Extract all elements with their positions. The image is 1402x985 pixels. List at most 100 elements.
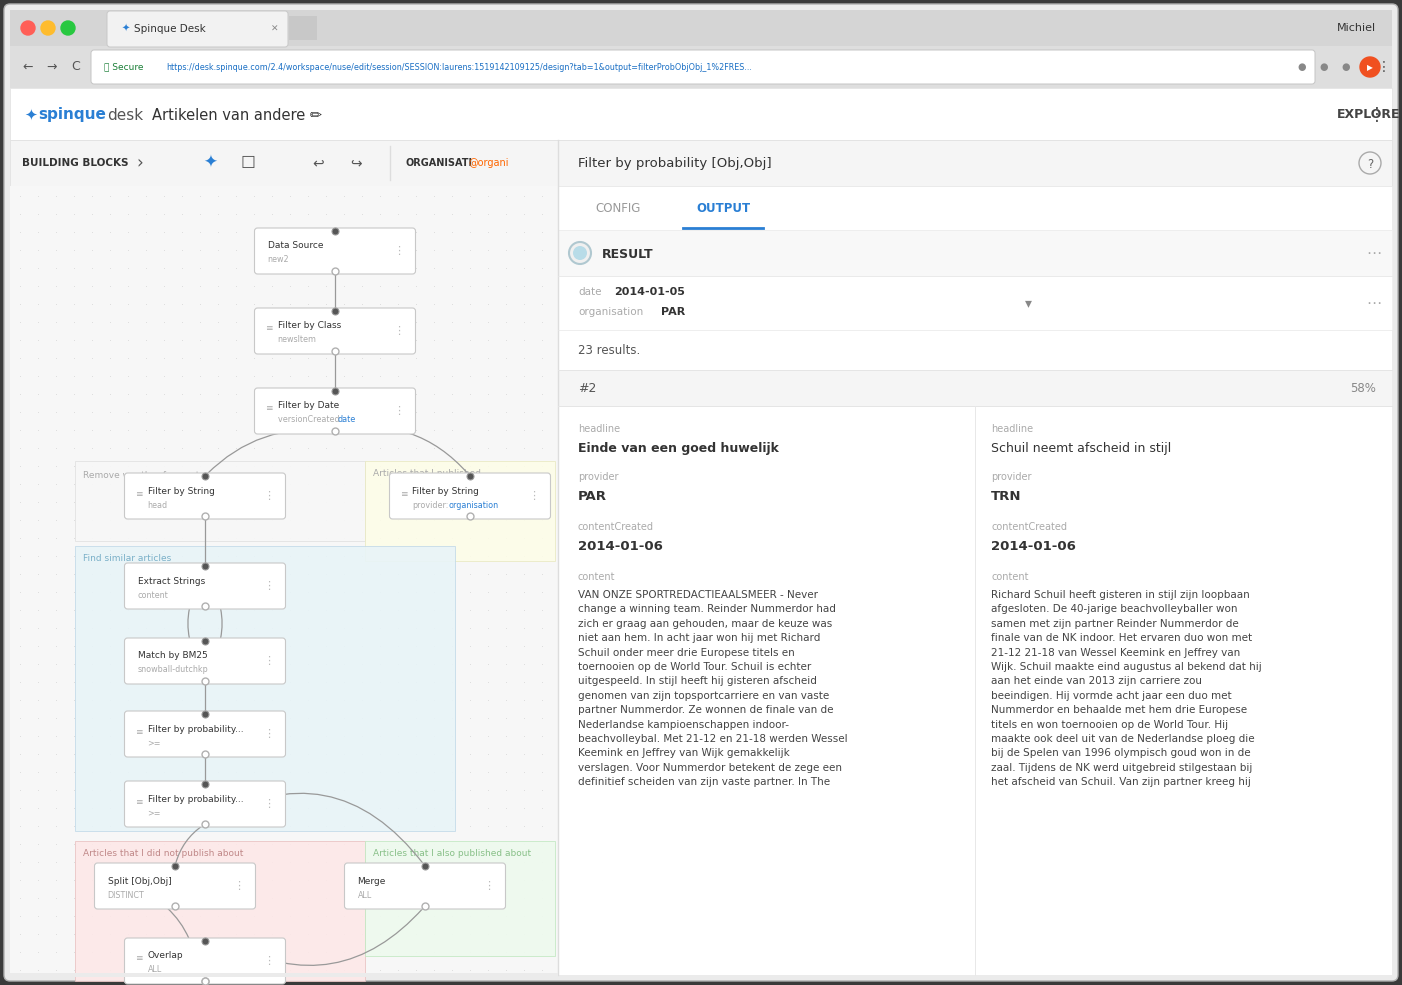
Text: ☐: ☐ <box>241 154 255 172</box>
Text: snowball-dutchkp: snowball-dutchkp <box>137 666 209 675</box>
Text: 2014-01-05: 2014-01-05 <box>614 287 684 297</box>
Text: Michiel: Michiel <box>1338 23 1375 33</box>
Text: Data Source: Data Source <box>268 241 322 250</box>
Text: Filter by probability...: Filter by probability... <box>147 725 243 734</box>
Text: ←: ← <box>22 60 34 74</box>
FancyBboxPatch shape <box>94 863 255 909</box>
Bar <box>365 841 555 956</box>
Text: ›: › <box>136 154 143 172</box>
Text: ▶: ▶ <box>1367 63 1373 73</box>
Text: ●: ● <box>1319 62 1328 72</box>
Text: ⋮: ⋮ <box>1377 60 1391 74</box>
Text: ≡: ≡ <box>401 490 408 498</box>
Text: PAR: PAR <box>578 490 607 503</box>
Text: Artikelen van andere ✏: Artikelen van andere ✏ <box>151 107 322 122</box>
Text: ≡: ≡ <box>265 405 273 414</box>
Text: ≡: ≡ <box>136 798 143 807</box>
Text: Remove weather forecasts: Remove weather forecasts <box>83 471 205 480</box>
Text: @organi: @organi <box>468 158 509 168</box>
Text: Find similar articles: Find similar articles <box>83 554 171 563</box>
Text: ✦: ✦ <box>203 154 217 172</box>
Text: Filter by Class: Filter by Class <box>278 321 341 331</box>
Text: ⋮: ⋮ <box>233 881 244 891</box>
Text: Split [Obj,Obj]: Split [Obj,Obj] <box>108 877 171 886</box>
Text: ⋮: ⋮ <box>529 491 540 501</box>
FancyBboxPatch shape <box>91 50 1315 84</box>
FancyBboxPatch shape <box>125 938 286 984</box>
Text: headline: headline <box>991 424 1033 434</box>
Bar <box>558 140 1392 186</box>
Text: ⋯: ⋯ <box>1367 296 1381 310</box>
Circle shape <box>573 246 587 260</box>
Text: ●: ● <box>1342 62 1350 72</box>
FancyBboxPatch shape <box>125 473 286 519</box>
Text: versionCreated: versionCreated <box>278 416 342 425</box>
Text: https://desk.spinque.com/2.4/workspace/nuse/edit/session/SESSION:laurens:1519142: https://desk.spinque.com/2.4/workspace/n… <box>165 62 751 72</box>
Text: Filter by Date: Filter by Date <box>278 402 339 411</box>
Circle shape <box>41 21 55 35</box>
Bar <box>10 88 1392 140</box>
Text: date: date <box>578 287 601 297</box>
Text: ⋮: ⋮ <box>394 406 405 416</box>
Bar <box>74 461 365 541</box>
Text: Articles that I also published about: Articles that I also published about <box>373 849 531 858</box>
Text: ALL: ALL <box>147 965 161 974</box>
Text: 2014-01-06: 2014-01-06 <box>578 540 663 553</box>
Text: ⋮: ⋮ <box>264 799 275 809</box>
Text: >=: >= <box>147 809 161 818</box>
Text: head: head <box>147 500 168 509</box>
Text: ↪: ↪ <box>350 156 362 170</box>
Text: content: content <box>137 590 168 600</box>
FancyBboxPatch shape <box>107 11 287 47</box>
Text: contentCreated: contentCreated <box>991 522 1067 532</box>
Text: RESULT: RESULT <box>601 247 653 260</box>
FancyBboxPatch shape <box>255 308 415 354</box>
Text: new2: new2 <box>268 255 289 265</box>
Text: date: date <box>338 416 356 425</box>
Text: ⋮: ⋮ <box>484 881 495 891</box>
Text: BUILDING BLOCKS: BUILDING BLOCKS <box>22 158 129 168</box>
Text: Merge: Merge <box>358 877 386 886</box>
Bar <box>10 186 558 975</box>
Text: ⋮: ⋮ <box>264 581 275 591</box>
Text: provider: provider <box>578 472 618 482</box>
Text: TRN: TRN <box>991 490 1022 503</box>
Text: ≡: ≡ <box>265 324 273 334</box>
Bar <box>10 46 1392 88</box>
Text: ORGANISATI: ORGANISATI <box>405 158 472 168</box>
FancyBboxPatch shape <box>390 473 551 519</box>
Text: ⋯: ⋯ <box>1367 245 1381 260</box>
Text: ⋮: ⋮ <box>264 729 275 739</box>
Text: Richard Schuil heeft gisteren in stijl zijn loopbaan
afgesloten. De 40-jarige be: Richard Schuil heeft gisteren in stijl z… <box>991 590 1262 787</box>
FancyBboxPatch shape <box>125 711 286 757</box>
Bar <box>10 10 1392 46</box>
Text: ≡: ≡ <box>136 954 143 963</box>
Bar <box>558 370 1392 406</box>
Text: ALL: ALL <box>358 890 372 899</box>
Bar <box>558 406 1392 975</box>
FancyBboxPatch shape <box>125 781 286 827</box>
Bar <box>558 186 1392 230</box>
Bar <box>558 276 1392 330</box>
Circle shape <box>1360 57 1380 77</box>
Text: 58%: 58% <box>1350 382 1375 396</box>
Text: →: → <box>46 60 57 74</box>
Text: OUTPUT: OUTPUT <box>695 203 750 216</box>
Text: ↩: ↩ <box>313 156 324 170</box>
Text: organisation: organisation <box>449 500 499 509</box>
Text: organisation: organisation <box>578 307 644 317</box>
Text: Overlap: Overlap <box>147 952 184 960</box>
Text: provider:: provider: <box>412 500 449 509</box>
Text: Articles that I published: Articles that I published <box>373 469 481 478</box>
Text: content: content <box>991 572 1029 582</box>
Text: contentCreated: contentCreated <box>578 522 653 532</box>
FancyBboxPatch shape <box>255 388 415 434</box>
Text: ⋮: ⋮ <box>264 491 275 501</box>
Bar <box>289 16 317 40</box>
Bar <box>558 330 1392 370</box>
Text: ⋮: ⋮ <box>394 326 405 336</box>
Bar <box>10 973 558 977</box>
Bar <box>74 546 456 831</box>
Text: VAN ONZE SPORTREDACTIEAALSMEER - Never
change a winning team. Reinder Nummerdor : VAN ONZE SPORTREDACTIEAALSMEER - Never c… <box>578 590 848 787</box>
Text: DISTINCT: DISTINCT <box>108 890 144 899</box>
